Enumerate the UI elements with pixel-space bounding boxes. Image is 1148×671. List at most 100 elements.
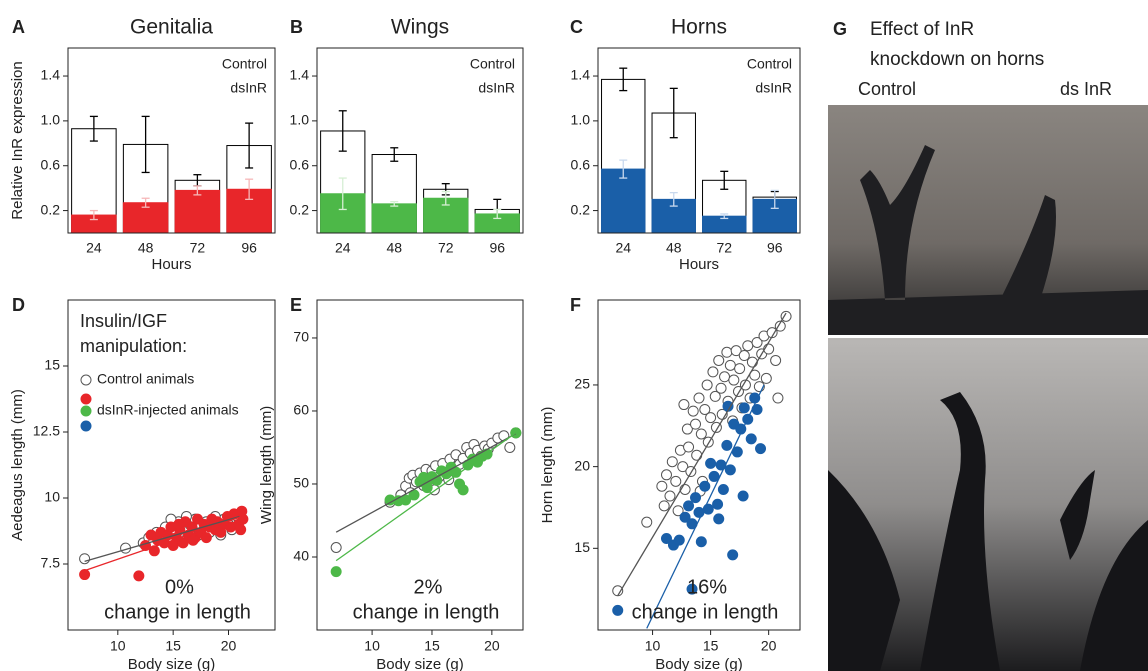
legend-marker (80, 374, 92, 386)
point (658, 500, 670, 512)
point (612, 585, 624, 597)
x-tick-label: 96 (241, 240, 257, 256)
point (664, 490, 676, 502)
point (739, 379, 751, 391)
point (656, 480, 668, 492)
y-tick-label: 7.5 (41, 555, 61, 571)
point (690, 418, 702, 430)
x-tick-label: 72 (716, 240, 732, 256)
x-tick-label: 72 (438, 240, 454, 256)
chart-title: Horns (671, 16, 727, 39)
point (235, 524, 247, 536)
panel-letter: E (290, 295, 302, 315)
x-tick-label: 20 (221, 638, 237, 654)
y-tick-label: 0.2 (290, 201, 310, 217)
x-tick-label: 72 (190, 240, 206, 256)
fit-line (335, 433, 517, 533)
error-bar (390, 147, 399, 162)
legend-entry: dsInR-injected animals (97, 402, 239, 418)
point (709, 390, 721, 402)
fit-line (84, 515, 240, 562)
legend-marker (80, 405, 92, 417)
plot-frame (597, 47, 801, 234)
point (612, 604, 624, 616)
point (400, 494, 412, 506)
error-bar (669, 191, 678, 207)
plot-frame (316, 299, 524, 631)
point (737, 490, 749, 502)
y-axis-label: Horn length (mm) (539, 407, 556, 524)
point (200, 532, 212, 544)
legend-entry: dsInR (478, 80, 515, 96)
point (641, 516, 653, 528)
point (707, 366, 719, 378)
x-tick-label: 15 (703, 638, 719, 654)
panel-letter: D (12, 295, 25, 315)
x-tick-label: 20 (761, 638, 777, 654)
x-tick-label: 24 (615, 240, 631, 256)
error-bar (720, 213, 729, 220)
y-tick-label: 20 (574, 457, 590, 473)
point (715, 459, 727, 471)
point (679, 511, 691, 523)
beetle-closeup (828, 392, 1148, 671)
point (745, 433, 757, 445)
x-tick-label: 10 (645, 638, 661, 654)
y-tick-label: 15 (574, 539, 590, 555)
point (699, 403, 711, 415)
point (693, 392, 705, 404)
error-bar (141, 197, 150, 208)
point (734, 363, 746, 375)
y-axis-label: Relative InR expression (9, 61, 26, 219)
legend-entry: Control (222, 56, 267, 72)
plot-frame (67, 47, 276, 234)
error-bar (338, 177, 347, 211)
point (772, 392, 784, 404)
error-bar (619, 67, 628, 92)
x-axis-label: Body size (g) (128, 656, 216, 671)
photo-label-dsinr: ds InR (1060, 79, 1112, 99)
y-tick-label: 15 (44, 357, 60, 373)
plot-frame (316, 47, 524, 234)
point (721, 346, 733, 358)
y-axis-label: Wing length (mm) (258, 406, 275, 524)
legend-entry: dsInR (230, 80, 267, 96)
bar (371, 203, 417, 234)
panel-letter: B (290, 17, 303, 37)
x-axis-label: Hours (679, 256, 719, 273)
point (686, 583, 698, 595)
error-bar (338, 110, 347, 152)
error-bar (141, 115, 150, 174)
point (330, 566, 342, 578)
x-tick-label: 10 (110, 638, 126, 654)
point (133, 570, 145, 582)
y-tick-label: 12.5 (33, 423, 60, 439)
x-tick-label: 15 (424, 638, 440, 654)
point (677, 461, 689, 473)
y-tick-label: 50 (293, 475, 309, 491)
point (683, 500, 695, 512)
y-tick-label: 1.0 (290, 112, 310, 128)
point (177, 537, 189, 549)
point (724, 359, 736, 371)
error-bar (89, 209, 98, 221)
legend-marker (80, 393, 92, 405)
point (746, 356, 758, 368)
point (683, 441, 695, 453)
y-tick-label: 25 (574, 376, 590, 392)
point (770, 354, 782, 366)
legend-title: manipulation: (80, 336, 187, 356)
bar (174, 189, 221, 234)
legend-entry: dsInR (755, 80, 792, 96)
x-tick-label: 48 (138, 240, 154, 256)
plot-frame (67, 299, 276, 631)
point (678, 399, 690, 411)
error-bar (245, 178, 254, 201)
photo-title-line: knockdown on horns (870, 49, 1044, 70)
error-bar (245, 122, 254, 169)
x-tick-label: 48 (386, 240, 402, 256)
x-axis-label: Body size (g) (655, 656, 743, 671)
x-tick-label: 10 (364, 638, 380, 654)
point (712, 498, 724, 510)
